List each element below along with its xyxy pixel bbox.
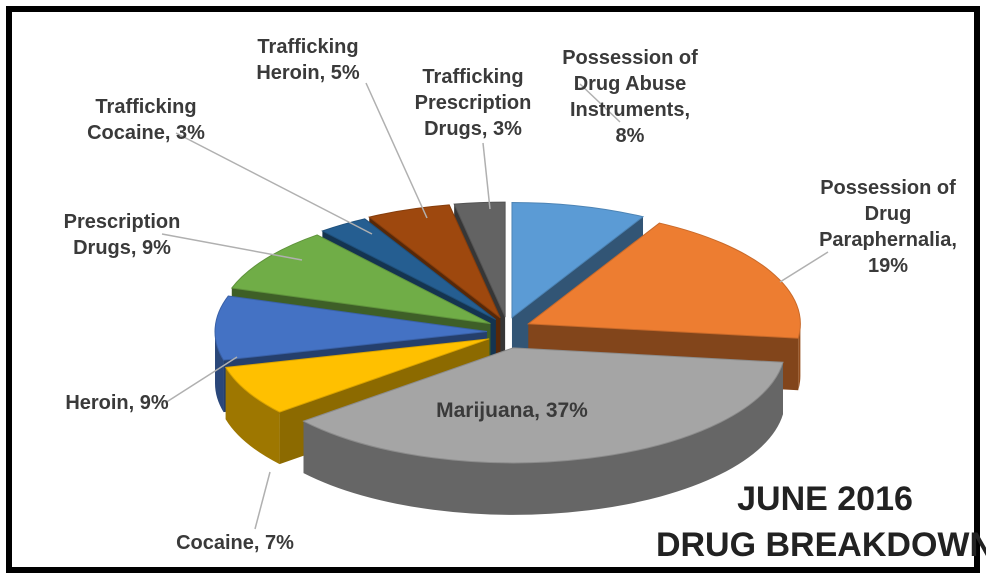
label-leader-line (779, 251, 829, 283)
chart-frame: Possession of Drug Abuse Instruments, 8% Pos… (6, 6, 986, 573)
slice-label-text: Instruments, (570, 99, 690, 121)
slice-label-text: Cocaine, 3% (87, 122, 205, 144)
pie-slice-top (368, 204, 501, 319)
slice-label-text: Heroin, 9% (65, 392, 169, 414)
slice-label: Prescription Drugs, 9% (64, 211, 303, 261)
slice-label-text: Prescription (64, 211, 181, 233)
slice-label: Possession of Drug Abuse Instruments, 8% (562, 47, 698, 147)
pie-slice-top (302, 347, 784, 464)
label-leader-line (365, 82, 428, 219)
slice-label-text: Drug Abuse (574, 73, 687, 95)
slice-label: Trafficking Prescription Drugs, 3% (415, 66, 532, 210)
pie-slice-side (225, 367, 280, 465)
pie-slices (214, 201, 801, 515)
label-leader-line (164, 356, 238, 404)
chart-title: JUNE 2016 DRUG BREAKDOWN (656, 480, 986, 564)
slice-label-text: Heroin, 5% (256, 62, 360, 84)
slice-label-text: 8% (616, 125, 645, 147)
pie-slice-top (224, 338, 490, 413)
pie-slice-side (798, 323, 801, 391)
slice-label-text: Drugs, 3% (424, 118, 522, 140)
slice-label: Marijuana, 37% (436, 399, 588, 422)
slice-label-text: Possession of (820, 177, 956, 199)
slice-label-text: Drug (865, 203, 912, 225)
slice-label-text: Paraphernalia, (819, 229, 957, 251)
pie-slice-top (321, 218, 497, 321)
slice-label-text: 19% (868, 255, 908, 277)
slice-label-text: Marijuana, 37% (436, 399, 588, 422)
chart-title-line: DRUG BREAKDOWN (656, 526, 986, 564)
pie-slice-top (214, 295, 488, 361)
slice-label-text: Prescription (415, 92, 532, 114)
label-leader-line (161, 233, 303, 261)
pie-slice-top (230, 234, 491, 325)
label-leader-line (482, 142, 491, 210)
slice-label-text: Trafficking (95, 96, 196, 118)
label-leader-line (254, 471, 271, 530)
slice-label-text: Trafficking (257, 36, 358, 58)
label-leader-line (175, 132, 373, 235)
pie-slice-top (527, 222, 801, 339)
slice-label-text: Drugs, 9% (73, 237, 171, 259)
pie-slice-top (453, 201, 506, 318)
slice-label: Trafficking Cocaine, 3% (87, 96, 373, 235)
pie-slice-side (215, 331, 224, 413)
chart-title-line: JUNE 2016 (737, 480, 913, 518)
slice-label: Trafficking Heroin, 5% (256, 36, 428, 219)
pie-slice-side (303, 362, 783, 515)
pie-slice (302, 347, 784, 515)
label-leader-line (579, 83, 621, 123)
slice-label-text: Possession of (562, 47, 698, 69)
slice-label: Heroin, 9% (65, 356, 238, 414)
slice-label: Possession of Drug Paraphernalia, 19% (779, 177, 957, 283)
slice-label: Cocaine, 7% (176, 471, 294, 554)
pie-slice-top (511, 201, 645, 319)
slice-label-text: Cocaine, 7% (176, 532, 294, 554)
slice-label-text: Trafficking (422, 66, 523, 88)
